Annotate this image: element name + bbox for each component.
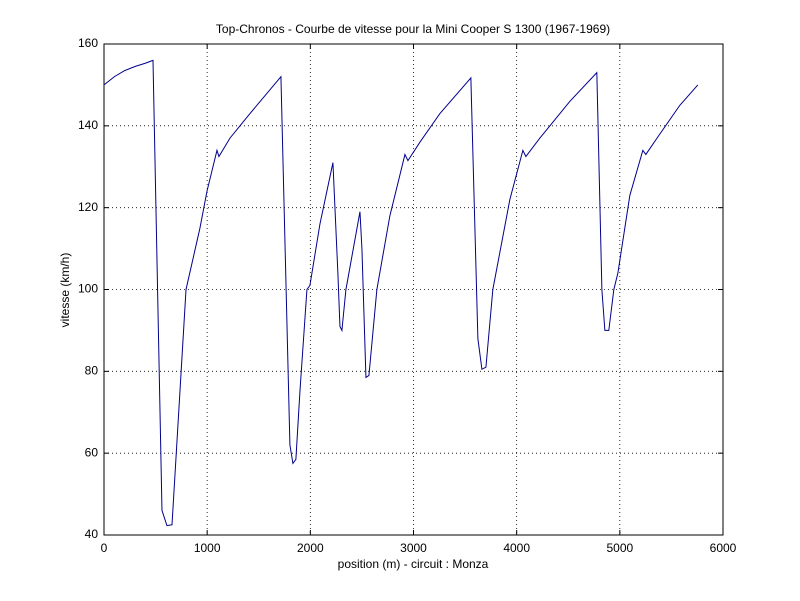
y-tick-label: 160 (78, 36, 98, 50)
x-tick-label: 3000 (400, 541, 427, 555)
plot-area (103, 43, 724, 536)
x-tick-label: 2000 (297, 541, 324, 555)
y-tick-label: 100 (78, 282, 98, 296)
y-tick-label: 120 (78, 200, 98, 214)
chart-title: Top-Chronos - Courbe de vitesse pour la … (216, 22, 610, 36)
x-tick-label: 6000 (710, 541, 737, 555)
y-tick-label: 140 (78, 118, 98, 132)
x-tick-label: 0 (101, 541, 108, 555)
y-tick-label: 60 (85, 445, 99, 459)
x-tick-label: 1000 (194, 541, 221, 555)
y-tick-label: 40 (85, 527, 99, 541)
x-tick-label: 5000 (606, 541, 633, 555)
x-axis-label: position (m) - circuit : Monza (338, 557, 489, 571)
y-axis-label: vitesse (km/h) (58, 253, 72, 328)
speed-line (103, 59, 699, 527)
x-tick-label: 4000 (503, 541, 530, 555)
y-tick-label: 80 (85, 364, 99, 378)
